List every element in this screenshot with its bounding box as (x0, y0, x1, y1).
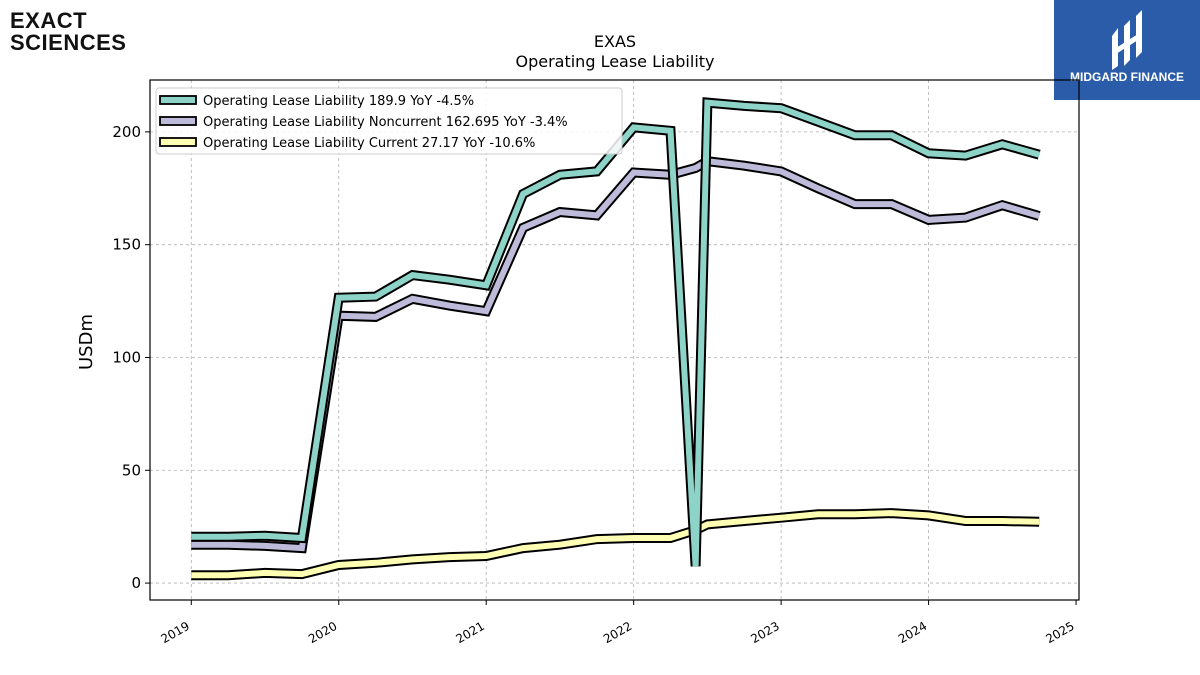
y-tick-label: 200 (112, 123, 141, 141)
x-tick-label: 2019 (159, 619, 192, 646)
legend-box (155, 87, 623, 155)
y-tick-label: 100 (112, 348, 141, 366)
series-outline (191, 97, 1041, 567)
legend-swatch (159, 95, 197, 105)
chart-subtitle: Operating Lease Liability (515, 52, 714, 71)
series-outline (191, 508, 1040, 581)
x-tick-label: 2023 (748, 619, 781, 646)
y-tick-label: 0 (131, 574, 141, 592)
x-tick-label: 2025 (1043, 619, 1076, 646)
legend-entry: Operating Lease Liability Current 27.17 … (203, 136, 535, 151)
legend-swatch (159, 137, 197, 147)
x-tick-label: 2020 (306, 619, 339, 646)
x-tick-label: 2022 (601, 619, 634, 646)
series-line (191, 99, 1041, 567)
y-axis-label: USDm (76, 314, 97, 370)
legend-entry: Operating Lease Liability 189.9 YoY -4.5… (203, 94, 474, 109)
logo-line-2: SCIENCES (10, 30, 127, 55)
legend-entry: Operating Lease Liability Noncurrent 162… (203, 115, 568, 130)
series-line (191, 158, 1041, 552)
series-outline (191, 156, 1041, 554)
plot-frame (149, 79, 1080, 601)
midgard-finance-logo: MIDGARD FINANCE (1054, 0, 1200, 100)
midgard-mark-icon (1112, 10, 1142, 70)
series-lines (191, 97, 1041, 581)
chart-title: EXAS (594, 32, 636, 51)
axis-ticks: 2019 2020 2021 2022 2023 2024 2025 0 50 100 150 200 (112, 123, 1076, 646)
series-line (191, 510, 1040, 579)
logo-line-1: EXACT (10, 8, 88, 33)
y-tick-label: 50 (122, 461, 141, 479)
midgard-brand-name: MIDGARD FINANCE (1070, 70, 1184, 84)
y-tick-label: 150 (112, 236, 141, 254)
exact-sciences-logo: EXACT SCIENCES (10, 10, 130, 56)
x-tick-label: 2021 (453, 619, 486, 646)
legend-swatch (159, 116, 197, 126)
x-tick-label: 2024 (896, 619, 929, 646)
legend: Operating Lease Liability 189.9 YoY -4.5… (155, 87, 623, 155)
